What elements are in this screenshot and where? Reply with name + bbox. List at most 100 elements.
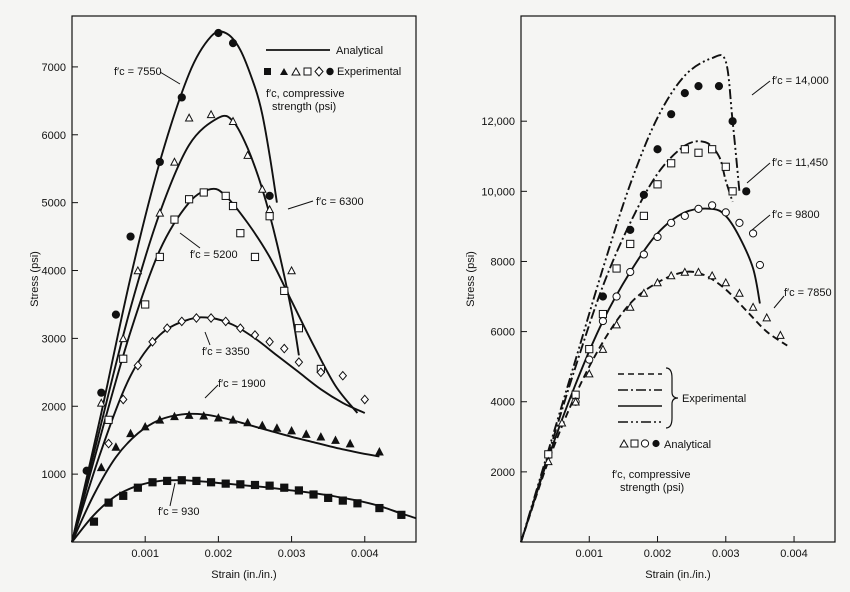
annotation-9800: f′c = 9800 — [772, 209, 820, 221]
data-point — [243, 150, 253, 159]
data-point — [667, 159, 676, 168]
data-point — [353, 499, 362, 508]
leader-9800 — [751, 214, 771, 231]
y-tick-label: 3000 — [42, 333, 66, 345]
data-point — [257, 420, 267, 430]
leader-6300 — [287, 200, 314, 210]
data-point — [155, 252, 164, 262]
data-point — [571, 397, 581, 406]
data-point — [96, 398, 106, 407]
annotation-14000: f′c = 14,000 — [772, 75, 829, 87]
point-group — [543, 82, 785, 466]
x-tick-label: 0.002 — [644, 548, 672, 560]
data-point — [639, 211, 648, 220]
data-point — [280, 483, 289, 492]
data-point — [375, 503, 384, 513]
curve-group — [520, 54, 788, 543]
data-point — [708, 145, 717, 154]
data-point — [214, 28, 223, 38]
data-point — [625, 302, 635, 311]
legend-marker-triangle-open — [619, 438, 629, 448]
data-point — [653, 232, 662, 242]
data-point — [89, 517, 99, 526]
annotation-7850: f′c = 7850 — [784, 287, 832, 299]
legend-line-styles — [618, 367, 679, 429]
data-point — [543, 456, 553, 466]
series-curve — [71, 412, 380, 543]
data-point — [192, 476, 201, 486]
data-point — [667, 110, 676, 119]
x-tick-label: 0.001 — [575, 548, 603, 560]
data-point — [721, 277, 731, 287]
data-point — [265, 481, 274, 490]
legend-experimental-label: Experimental — [337, 66, 401, 78]
data-point — [360, 394, 370, 405]
data-point — [653, 180, 662, 189]
data-point — [294, 324, 303, 333]
series-curve — [71, 187, 359, 543]
y-tick-label: 4000 — [491, 397, 515, 409]
data-point — [639, 190, 648, 199]
data-point — [118, 394, 128, 405]
point-group — [82, 28, 406, 526]
data-point — [126, 232, 135, 241]
legend-brace — [665, 367, 679, 429]
annotation-1900: f′c = 1900 — [218, 378, 266, 390]
data-point — [694, 148, 703, 157]
data-point — [206, 313, 216, 323]
y-axis-label: Stress (psi) — [29, 251, 41, 307]
legend-marker-triangle-filled — [280, 68, 288, 75]
data-point — [626, 239, 635, 249]
data-point — [316, 432, 326, 441]
data-point — [133, 265, 143, 275]
x-axis-label: Strain (in./in.) — [645, 569, 710, 581]
legend-experimental-label: Experimental — [682, 393, 746, 405]
data-point — [612, 319, 621, 329]
data-point — [324, 493, 333, 502]
data-point — [775, 330, 785, 339]
legend-note-line1: f′c, compressive — [266, 88, 344, 100]
data-point — [82, 466, 91, 475]
data-point — [279, 343, 289, 354]
data-point — [639, 288, 649, 297]
data-point — [140, 421, 150, 431]
data-point — [680, 267, 690, 276]
data-point — [680, 89, 689, 98]
data-point — [228, 116, 238, 125]
data-point — [708, 201, 717, 210]
data-point — [250, 252, 260, 262]
data-point — [707, 270, 717, 280]
data-point — [598, 344, 608, 353]
data-point — [184, 113, 194, 122]
data-point — [185, 195, 194, 204]
data-point — [653, 145, 662, 154]
legend-marker-diamond-open — [314, 66, 324, 77]
data-point — [667, 218, 676, 227]
data-point — [694, 204, 703, 213]
curve-group — [71, 30, 417, 543]
leader-1900 — [204, 384, 219, 399]
data-point — [126, 428, 135, 438]
data-point — [626, 267, 635, 277]
data-point — [666, 270, 676, 280]
data-point — [170, 157, 179, 166]
data-point — [272, 423, 282, 432]
data-point — [265, 191, 274, 200]
data-point — [177, 93, 186, 102]
legend-note-line2: strength (psi) — [620, 482, 684, 494]
data-point — [111, 310, 121, 319]
data-point — [162, 323, 172, 334]
data-point — [585, 345, 594, 354]
data-point — [236, 229, 245, 238]
leader-11450 — [746, 162, 771, 184]
y-tick-label: 5000 — [42, 198, 66, 210]
data-point — [184, 410, 194, 419]
data-point — [294, 486, 303, 495]
data-point — [338, 496, 347, 505]
data-point — [192, 313, 201, 323]
data-point — [338, 370, 348, 381]
data-point — [639, 250, 648, 259]
tick-group: 0.001 0.002 0.003 0.004 2000 4000 6000 8000 10,0… — [481, 116, 807, 560]
data-point — [680, 145, 689, 154]
data-point — [133, 360, 143, 371]
